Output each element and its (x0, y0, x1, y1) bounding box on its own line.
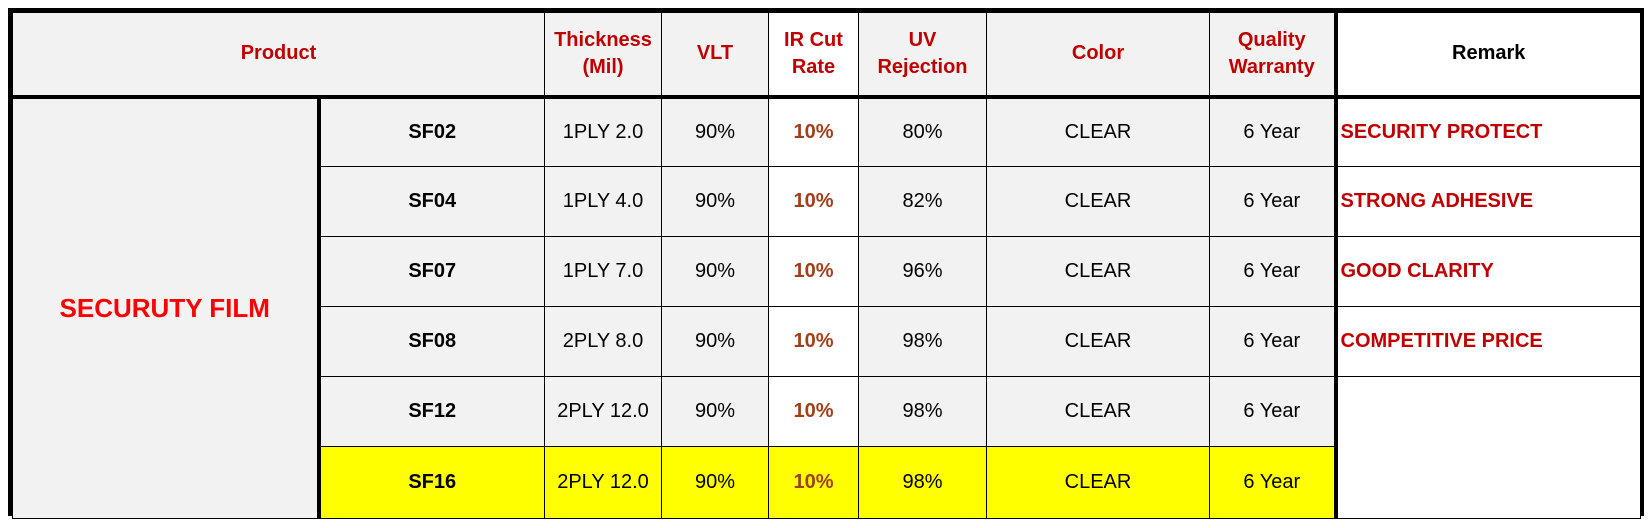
remark-cell (1333, 376, 1641, 519)
uv-cell: 82% (858, 166, 987, 237)
ir-cut-cell: 10% (768, 96, 859, 167)
vlt-cell: 90% (661, 306, 769, 377)
table-row: SF08 2PLY 8.0 90% 10% 98% CLEAR 6 Year C… (13, 306, 1641, 377)
thickness-cell: 1PLY 2.0 (544, 96, 662, 167)
color-cell: CLEAR (986, 166, 1210, 237)
model-cell: SF12 (318, 376, 545, 447)
thickness-cell: 1PLY 4.0 (544, 166, 662, 237)
thickness-cell: 2PLY 8.0 (544, 306, 662, 377)
header-thickness: Thickness (Mil) (544, 12, 662, 97)
color-cell: CLEAR (986, 96, 1210, 167)
warranty-cell: 6 Year (1209, 376, 1336, 447)
remark-cell: SECURITY PROTECT (1333, 96, 1641, 167)
uv-cell: 98% (858, 306, 987, 377)
ir-cut-cell: 10% (768, 376, 859, 447)
thickness-cell: 2PLY 12.0 (544, 446, 662, 519)
ir-cut-cell: 10% (768, 446, 859, 519)
vlt-cell: 90% (661, 236, 769, 307)
warranty-cell: 6 Year (1209, 96, 1336, 167)
table-row: SECURUTY FILM SF02 1PLY 2.0 90% 10% 80% … (12, 96, 1641, 519)
model-cell: SF02 (318, 96, 545, 167)
remark-cell: GOOD CLARITY (1333, 236, 1641, 307)
uv-cell: 96% (858, 236, 987, 307)
product-table: Product Thickness (Mil) VLT IR Cut Rate UV… (12, 12, 1641, 519)
vlt-cell: 90% (661, 446, 769, 519)
thickness-cell: 1PLY 7.0 (544, 236, 662, 307)
warranty-cell: 6 Year (1209, 236, 1336, 307)
table-row: SF12 2PLY 12.0 90% 10% 98% CLEAR 6 Year (13, 376, 1641, 519)
remark-cell: COMPETITIVE PRICE (1333, 306, 1641, 377)
header-color: Color (986, 12, 1210, 97)
color-cell: CLEAR (986, 306, 1210, 377)
thickness-cell: 2PLY 12.0 (544, 376, 662, 447)
vlt-cell: 90% (661, 166, 769, 237)
header-product: Product (12, 12, 545, 97)
header-vlt: VLT (661, 12, 769, 97)
table-row: SF04 1PLY 4.0 90% 10% 82% CLEAR 6 Year S… (13, 166, 1641, 237)
model-cell: SF16 (318, 446, 545, 519)
vlt-cell: 90% (661, 96, 769, 167)
category-label: SECURUTY FILM (12, 96, 321, 519)
header-warranty: Quality Warranty (1209, 12, 1336, 97)
table-row: SF07 1PLY 7.0 90% 10% 96% CLEAR 6 Year G… (13, 236, 1641, 307)
header-row: Product Thickness (Mil) VLT IR Cut Rate UV… (12, 12, 1641, 97)
warranty-cell: 6 Year (1209, 446, 1336, 519)
uv-cell: 98% (858, 376, 987, 447)
table-row-highlighted: SF16 2PLY 12.0 90% 10% 98% CLEAR 6 Year (13, 446, 1641, 519)
ir-cut-cell: 10% (768, 166, 859, 237)
remark-cell: STRONG ADHESIVE (1333, 166, 1641, 237)
model-cell: SF04 (318, 166, 545, 237)
color-cell: CLEAR (986, 236, 1210, 307)
uv-cell: 98% (858, 446, 987, 519)
header-remark: Remark (1333, 12, 1641, 97)
uv-cell: 80% (858, 96, 987, 167)
color-cell: CLEAR (986, 376, 1210, 447)
model-cell: SF07 (318, 236, 545, 307)
header-uv-rejection: UV Rejection (858, 12, 987, 97)
warranty-cell: 6 Year (1209, 306, 1336, 377)
header-ir-cut: IR Cut Rate (768, 12, 859, 97)
vlt-cell: 90% (661, 376, 769, 447)
color-cell: CLEAR (986, 446, 1210, 519)
ir-cut-cell: 10% (768, 306, 859, 377)
ir-cut-cell: 10% (768, 236, 859, 307)
warranty-cell: 6 Year (1209, 166, 1336, 237)
model-cell: SF08 (318, 306, 545, 377)
spec-sheet: Product Thickness (Mil) VLT IR Cut Rate UV… (8, 8, 1644, 519)
